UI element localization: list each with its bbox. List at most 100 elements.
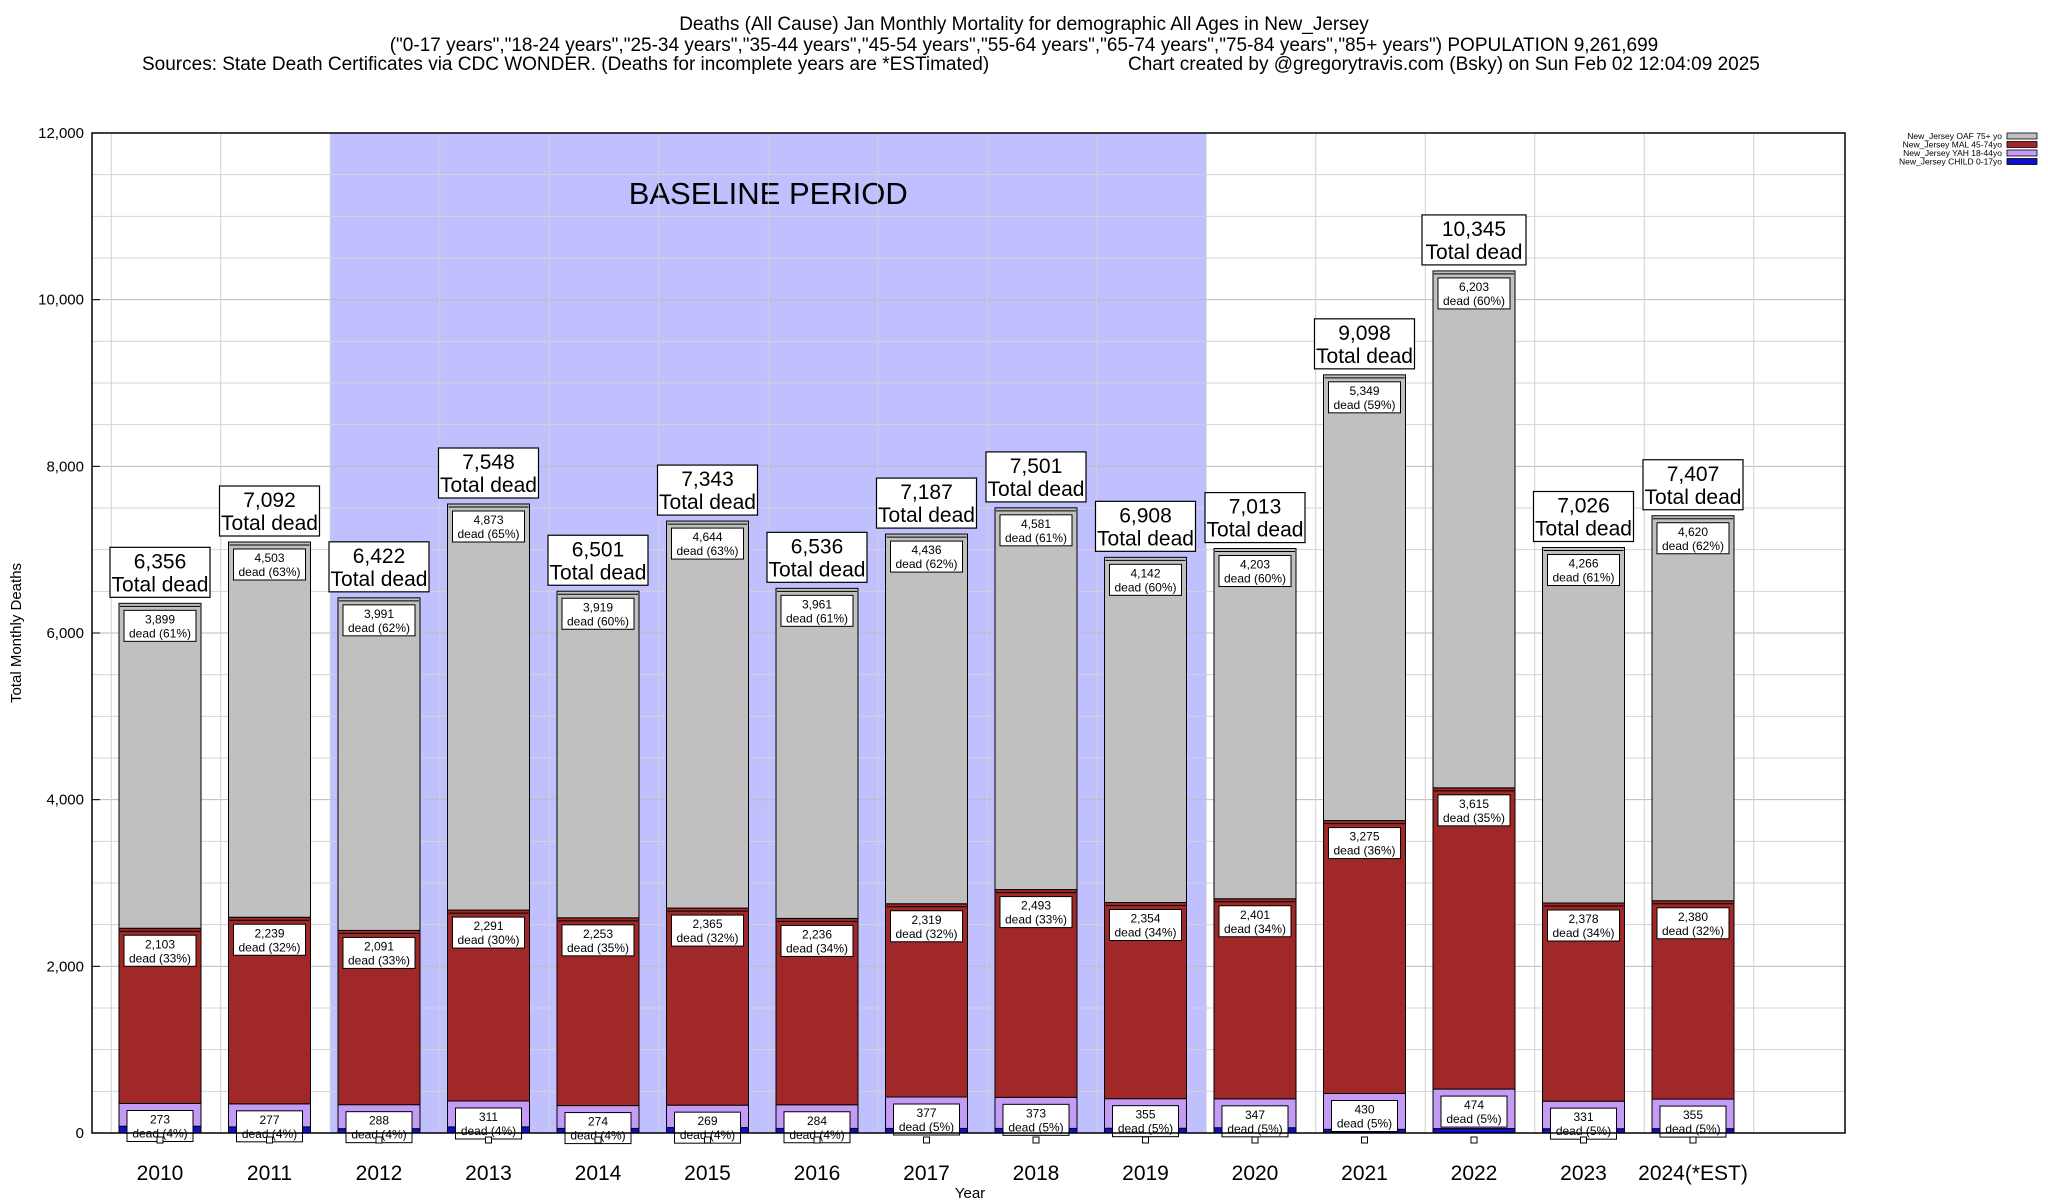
child-marker — [594, 1136, 602, 1144]
child-marker — [923, 1136, 930, 1144]
data-label-box — [1218, 555, 1292, 587]
child-marker — [1032, 1136, 1040, 1144]
total-label-box — [1532, 490, 1635, 543]
data-label-box — [1112, 1105, 1179, 1138]
data-label-box — [452, 510, 525, 543]
data-label-mal-pct: dead (30%) — [457, 933, 519, 947]
data-label-yah-pct: dead (5%) — [1556, 1124, 1611, 1138]
total-label-text: Total dead — [112, 573, 209, 596]
data-label-oaf-pct: dead (60%) — [1443, 294, 1505, 308]
y-tick-label: 4,000 — [46, 792, 84, 809]
bar-oaf-2014 — [556, 590, 640, 919]
legend-swatch-mal — [2006, 141, 2038, 148]
data-label-box — [1109, 563, 1182, 596]
data-label-oaf-value: 3,961 — [802, 597, 832, 611]
data-label-box — [1437, 277, 1511, 310]
bar-oaf-2022 — [1432, 270, 1516, 789]
total-label-text: Total dead — [659, 491, 756, 514]
data-label-mal-value: 2,401 — [1240, 908, 1270, 922]
data-label-box — [1440, 1095, 1508, 1128]
data-label-mal-value: 2,253 — [583, 927, 613, 941]
bar-oaf-2024(*EST) — [1651, 515, 1735, 902]
legend-swatch-yah — [2006, 149, 2038, 157]
bar-oaf-2023 — [1542, 547, 1625, 904]
total-label-text: Total dead — [1535, 518, 1632, 541]
data-label-oaf-value: 3,919 — [583, 600, 613, 614]
total-label-box — [1313, 318, 1416, 370]
x-tick-label: 2012 — [356, 1162, 403, 1185]
data-label-yah-pct: dead (4%) — [680, 1128, 735, 1142]
legend-entry-label: New_Jersey OAF 75+ yo — [1907, 131, 2002, 141]
data-label-mal-value: 2,239 — [254, 926, 284, 940]
y-tick-label: 10,000 — [38, 292, 84, 309]
data-label-yah-pct: dead (4%) — [242, 1127, 297, 1141]
chart-credit: Chart created by @gregorytravis.com (Bsk… — [1128, 54, 1760, 75]
total-label-box — [328, 541, 430, 593]
total-label-value: 7,013 — [1229, 496, 1282, 519]
data-label-oaf-value: 5,349 — [1349, 384, 1379, 398]
data-label-mal-pct: dead (35%) — [1443, 811, 1505, 825]
data-label-box — [452, 916, 525, 949]
total-label-text: Total dead — [1645, 486, 1742, 509]
legend-swatch-child — [2006, 158, 2038, 165]
data-label-box — [671, 527, 744, 560]
data-label-mal-pct: dead (33%) — [348, 953, 410, 967]
data-label-yah-value: 430 — [1354, 1103, 1374, 1117]
total-label-box — [985, 451, 1087, 503]
bar-mal-2022 — [1432, 787, 1516, 1090]
total-label-value: 10,345 — [1442, 218, 1506, 241]
total-label-text: Total dead — [878, 504, 975, 527]
total-label-text: Total dead — [331, 568, 428, 591]
data-label-oaf-pct: dead (63%) — [238, 565, 300, 579]
data-label-box — [1331, 1100, 1398, 1132]
data-label-mal-value: 2,365 — [692, 917, 722, 931]
data-label-oaf-pct: dead (61%) — [129, 626, 191, 640]
data-label-oaf-value: 6,203 — [1459, 280, 1489, 294]
child-marker — [1251, 1136, 1259, 1144]
data-label-oaf-value: 4,436 — [911, 543, 941, 557]
data-label-yah-value: 355 — [1683, 1108, 1703, 1122]
y-tick-label: 2,000 — [46, 958, 84, 975]
data-label-yah-value: 273 — [150, 1113, 170, 1127]
data-label-oaf-pct: dead (60%) — [1224, 572, 1286, 586]
data-label-yah-pct: dead (4%) — [789, 1128, 844, 1142]
total-label-value: 6,908 — [1119, 504, 1172, 527]
total-label-box — [1094, 500, 1197, 552]
data-label-oaf-pct: dead (60%) — [567, 614, 629, 628]
data-label-box — [780, 924, 854, 957]
data-label-yah-value: 284 — [807, 1114, 827, 1128]
child-marker — [1689, 1136, 1697, 1144]
data-label-yah-value: 474 — [1464, 1098, 1484, 1112]
data-label-box — [780, 594, 854, 627]
total-label-box — [1642, 459, 1744, 511]
child-marker — [1361, 1136, 1368, 1144]
data-label-oaf-pct: dead (62%) — [895, 557, 957, 571]
total-label-box — [109, 546, 211, 598]
data-label-mal-value: 2,493 — [1021, 899, 1051, 913]
data-label-mal-value: 2,378 — [1568, 912, 1598, 926]
data-label-oaf-pct: dead (62%) — [1662, 539, 1724, 553]
data-label-box — [1437, 794, 1511, 827]
data-label-mal-value: 2,236 — [802, 927, 832, 941]
legend-entry-label: New_Jersey CHILD 0-17yo — [1899, 157, 2002, 167]
child-marker — [485, 1136, 492, 1144]
data-label-oaf-value: 4,266 — [1568, 557, 1598, 571]
data-label-box — [1328, 827, 1401, 860]
total-label-box — [218, 485, 321, 537]
data-label-oaf-value: 4,581 — [1021, 517, 1051, 531]
total-label-value: 6,356 — [134, 550, 187, 573]
data-label-yah-value: 355 — [1135, 1108, 1155, 1122]
data-label-box — [561, 597, 635, 630]
data-label-box — [233, 548, 306, 581]
data-label-yah-pct: dead (5%) — [899, 1120, 954, 1134]
y-axis-label: Total Monthly Deaths — [8, 563, 25, 703]
data-label-oaf-value: 4,620 — [1678, 525, 1708, 539]
data-label-mal-value: 2,319 — [911, 913, 941, 927]
data-label-mal-pct: dead (32%) — [1662, 924, 1724, 938]
data-label-oaf-value: 3,991 — [364, 607, 394, 621]
data-label-yah-value: 288 — [369, 1114, 389, 1128]
bar-oaf-2011 — [228, 541, 311, 918]
child-marker — [375, 1136, 383, 1144]
data-label-oaf-value: 4,203 — [1240, 558, 1270, 572]
data-label-box — [561, 924, 635, 957]
